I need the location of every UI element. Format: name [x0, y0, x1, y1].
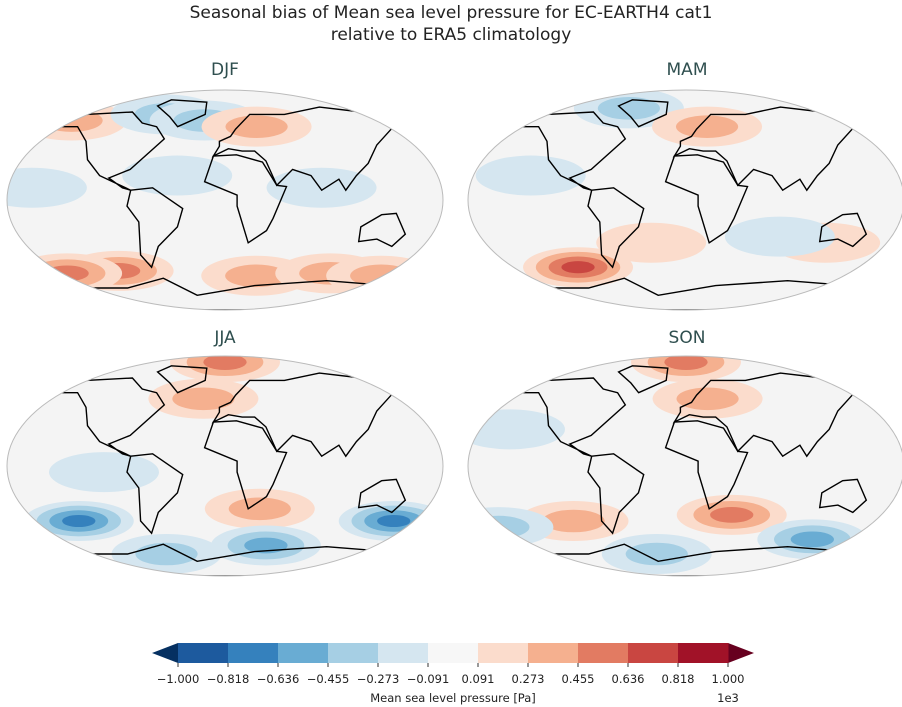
- colorbar-extend-low: [152, 643, 178, 663]
- bias-contour: [561, 261, 595, 274]
- bias-contour: [244, 537, 288, 554]
- colorbar-tick-label: 0.455: [562, 672, 595, 686]
- bias-contour: [228, 497, 291, 521]
- colorbar-bin: [278, 643, 329, 663]
- map-border: [467, 89, 902, 311]
- coastline: [49, 111, 166, 191]
- bias-contour: [135, 542, 198, 566]
- bias-contour: [45, 265, 89, 282]
- coastline: [510, 111, 627, 191]
- bias-contour: [62, 514, 96, 528]
- colorbar-tick-label: 0.091: [462, 672, 495, 686]
- coastline: [508, 277, 854, 310]
- map-panel-djf: [6, 89, 444, 311]
- bias-contour: [225, 115, 288, 138]
- colorbar-tick-label: 0.818: [662, 672, 695, 686]
- coastline: [203, 420, 288, 510]
- coastline: [672, 372, 869, 458]
- coastline: [126, 453, 184, 535]
- coastline: [510, 377, 627, 457]
- colorbar-tick-label: 0.636: [612, 672, 645, 686]
- bias-contour: [664, 356, 708, 370]
- coastline: [587, 187, 645, 269]
- bias-contour: [468, 409, 565, 450]
- bias-contour: [790, 531, 834, 548]
- colorbar-tick-label: −0.273: [357, 672, 400, 686]
- coastline: [203, 154, 288, 244]
- coastline: [508, 543, 854, 576]
- colorbar-tick-label: −0.818: [207, 672, 250, 686]
- bias-contour: [203, 356, 247, 370]
- colorbar-bin: [478, 643, 529, 663]
- map-panel-mam: [467, 89, 902, 311]
- coastline: [664, 420, 749, 510]
- colorbar-bin: [528, 643, 579, 663]
- bias-contour: [172, 387, 235, 411]
- bias-contour: [48, 452, 159, 493]
- colorbar-tick-label: 0.273: [512, 672, 545, 686]
- map-border: [467, 355, 902, 577]
- coastline: [126, 187, 184, 269]
- bias-contour: [625, 542, 688, 566]
- colorbar: −1.000 −0.818 −0.636 −0.455 −0.273 −0.091 0.09…: [152, 643, 754, 705]
- figure-title: Seasonal bias of Mean sea level pressure…: [189, 3, 713, 45]
- bias-contour: [475, 155, 586, 196]
- colorbar-tick-label: −0.636: [257, 672, 300, 686]
- map-border: [6, 89, 444, 311]
- colorbar-bin: [228, 643, 279, 663]
- colorbar-tick-label: −1.000: [157, 672, 200, 686]
- bias-contour: [266, 167, 377, 208]
- panel-title-mam: MAM: [666, 60, 708, 80]
- bias-contour: [377, 514, 411, 528]
- colorbar-tick-label: −0.455: [307, 672, 350, 686]
- coastline: [617, 99, 669, 128]
- coastline: [664, 154, 749, 244]
- coastline: [156, 99, 208, 128]
- coastline: [211, 106, 408, 192]
- coastline: [47, 543, 393, 576]
- map-border: [6, 355, 444, 577]
- colorbar-bin: [378, 643, 429, 663]
- coastline: [357, 212, 407, 248]
- coastline: [357, 478, 407, 514]
- bias-contour: [122, 155, 233, 196]
- coastline: [156, 365, 208, 394]
- bias-contour: [225, 264, 288, 288]
- map-panel-son: [467, 355, 902, 577]
- bias-contour: [724, 216, 835, 257]
- colorbar-bin: [628, 643, 679, 663]
- bias-contour: [676, 387, 739, 411]
- coastline: [587, 453, 645, 535]
- coastline: [818, 212, 868, 248]
- colorbar-bin: [578, 643, 629, 663]
- coastline: [617, 365, 669, 394]
- bias-contour: [675, 115, 739, 138]
- coastline: [47, 277, 393, 310]
- colorbar-bin: [178, 643, 229, 663]
- coastline: [211, 372, 408, 458]
- bias-contour: [597, 97, 660, 120]
- colorbar-bin: [428, 643, 479, 663]
- colorbar-multiplier: 1e3: [717, 691, 739, 705]
- panel-title-djf: DJF: [211, 60, 239, 80]
- colorbar-bin: [328, 643, 379, 663]
- bias-contour: [468, 515, 530, 539]
- bias-contour: [542, 509, 605, 533]
- coastline: [672, 106, 869, 192]
- bias-contour: [710, 507, 754, 523]
- colorbar-bin: [678, 643, 729, 663]
- panel-title-son: SON: [668, 328, 706, 348]
- bias-contour: [468, 507, 554, 548]
- colorbar-tick-label: 1.000: [712, 672, 745, 686]
- bias-contour: [7, 167, 87, 208]
- colorbar-extend-high: [728, 643, 754, 663]
- coastline: [49, 377, 166, 457]
- panel-title-jja: JJA: [214, 328, 236, 348]
- colorbar-tick-label: −0.091: [407, 672, 450, 686]
- coastline: [818, 478, 868, 514]
- map-panel-jja: [6, 355, 444, 577]
- colorbar-label: Mean sea level pressure [Pa]: [370, 691, 536, 705]
- bias-contour: [596, 222, 707, 263]
